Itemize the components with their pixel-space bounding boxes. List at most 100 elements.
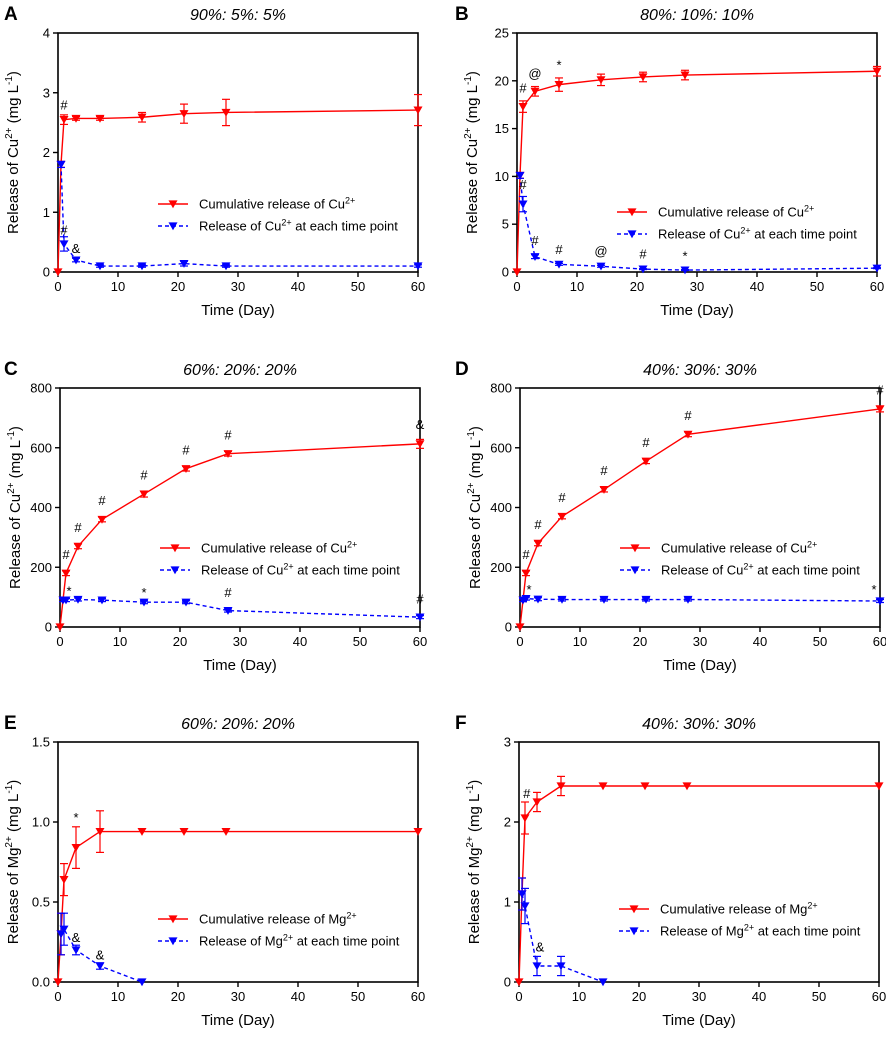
x-axis-title: Time (Day): [203, 657, 277, 674]
x-tick-label: 0: [515, 989, 522, 1004]
data-point: [95, 114, 105, 123]
text-main: Cumulative release of Cu: [661, 541, 807, 556]
x-tick-label: 40: [752, 989, 766, 1004]
legend-marker: [627, 230, 637, 239]
legend-marker: [170, 566, 180, 575]
data-point: [137, 113, 147, 122]
series-line: [57, 109, 419, 273]
data-point: [95, 828, 105, 836]
data-point: [181, 598, 191, 607]
x-tick-label: 40: [291, 989, 305, 1004]
legend-label: Cumulative release of Mg2+: [660, 901, 818, 917]
legend: Cumulative release of Mg2+Release of Mg2…: [158, 911, 400, 949]
data-point: [640, 782, 650, 791]
y-tick-label: 400: [490, 500, 512, 515]
y-tick-label: 0: [502, 265, 509, 280]
series-line: [60, 164, 418, 267]
x-tick-label: 20: [173, 634, 187, 649]
x-tick-label: 40: [750, 279, 764, 294]
y-tick-label: 3: [43, 85, 50, 100]
text-superscript: 2+: [744, 923, 754, 933]
data-point: [71, 946, 81, 955]
series-cumulative: [53, 810, 423, 987]
significance-mark: #: [182, 442, 190, 457]
y-axis-title-group: Release of Mg2+ (mg L-1): [4, 780, 22, 945]
significance-mark: #: [60, 97, 68, 112]
series-line: [63, 598, 421, 618]
y-axis-title-group: Release of Cu2+ (mg L-1): [463, 71, 481, 234]
series-cumulative: [55, 438, 425, 632]
y-axis-title: Release of Cu2+ (mg L-1): [4, 71, 22, 234]
plot-frame: [519, 387, 881, 628]
significance-mark: #: [74, 520, 82, 535]
y-axis-title-group: Release of Mg2+ (mg L-1): [465, 780, 483, 945]
y-tick-label: 800: [490, 381, 512, 396]
x-tick-label: 10: [111, 989, 125, 1004]
legend-label: Release of Mg2+ at each time point: [660, 923, 861, 939]
x-tick-label: 50: [351, 279, 365, 294]
data-point: [599, 595, 609, 604]
y-tick-label: 200: [490, 560, 512, 575]
significance-mark: @: [528, 66, 541, 81]
panel-title: 60%: 20%: 20%: [183, 362, 297, 379]
data-point: [875, 405, 885, 414]
text-main: Release of Mg: [660, 924, 744, 939]
series-per-timepoint: [56, 160, 423, 271]
significance-mark: #: [224, 427, 232, 442]
series-per-timepoint: [517, 877, 608, 987]
legend-label: Release of Cu2+ at each time point: [199, 218, 398, 234]
legend-label: Cumulative release of Cu2+: [658, 204, 814, 220]
data-point: [533, 539, 543, 548]
y-axis-title: Release of Cu2+ (mg L-1): [466, 426, 484, 589]
significance-mark: *: [73, 810, 78, 825]
x-tick-label: 40: [753, 634, 767, 649]
data-point: [95, 962, 105, 971]
legend-label: Cumulative release of Cu2+: [661, 540, 817, 556]
data-point: [521, 569, 531, 578]
legend-label: Cumulative release of Cu2+: [199, 196, 355, 212]
data-point: [680, 71, 690, 80]
legend-marker: [168, 915, 178, 924]
significance-mark: #: [600, 463, 608, 478]
panel-e: E 60%: 20%: 20% 0 10 20 30 40 50 60 0.0 0.5 1.0 1.5 T…: [4, 713, 425, 1029]
y-tick-label: 0.0: [32, 975, 50, 990]
significance-mark: *: [682, 249, 687, 264]
x-tick-label: 20: [171, 279, 185, 294]
data-point: [520, 814, 530, 823]
y-tick-label: 1.5: [32, 735, 50, 750]
x-tick-label: 0: [54, 279, 61, 294]
data-point: [596, 76, 606, 85]
x-axis-title: Time (Day): [663, 657, 737, 674]
data-point: [413, 106, 423, 115]
legend-marker: [630, 566, 640, 575]
significance-mark: *: [556, 57, 561, 72]
text-tail: at each time point: [292, 219, 399, 234]
y-axis-title: Release of Cu2+ (mg L-1): [6, 426, 24, 589]
x-tick-label: 10: [572, 989, 586, 1004]
panel-letter: A: [4, 4, 18, 25]
data-point: [73, 595, 83, 604]
data-point: [56, 160, 66, 169]
significance-mark: #: [684, 408, 692, 423]
legend: Cumulative release of Cu2+ Release of Cu2…: [158, 196, 398, 234]
y-tick-label: 600: [490, 440, 512, 455]
significance-mark: #: [639, 247, 647, 262]
legend-marker: [629, 905, 639, 914]
x-tick-label: 60: [413, 634, 427, 649]
x-tick-label: 30: [690, 279, 704, 294]
data-point: [97, 515, 107, 524]
data-point: [137, 828, 147, 836]
panel-title: 80%: 10%: 10%: [640, 7, 754, 24]
text-superscript: 2+: [346, 911, 356, 921]
panel-letter: E: [4, 713, 17, 734]
data-point: [875, 597, 885, 606]
data-point: [530, 253, 540, 261]
data-point: [59, 876, 69, 884]
text-tail: at each time point: [754, 563, 861, 578]
significance-mark: *: [66, 584, 71, 599]
y-tick-label: 5: [502, 217, 509, 232]
series-cumulative: [515, 405, 885, 632]
legend: Cumulative release of Cu2+Release of Cu2…: [160, 540, 400, 578]
data-point: [71, 256, 81, 265]
significance-mark: #: [519, 177, 527, 192]
